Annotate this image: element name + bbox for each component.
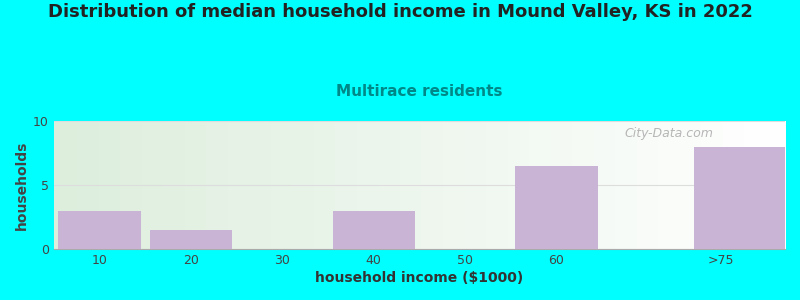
Bar [333, 211, 415, 249]
Bar [58, 211, 141, 249]
Bar [694, 147, 785, 249]
Bar [515, 166, 598, 249]
Text: Distribution of median household income in Mound Valley, KS in 2022: Distribution of median household income … [47, 3, 753, 21]
Y-axis label: households: households [15, 140, 29, 230]
X-axis label: household income ($1000): household income ($1000) [315, 271, 523, 285]
Title: Multirace residents: Multirace residents [336, 84, 502, 99]
Text: City-Data.com: City-Data.com [624, 128, 713, 140]
Bar [150, 230, 232, 249]
